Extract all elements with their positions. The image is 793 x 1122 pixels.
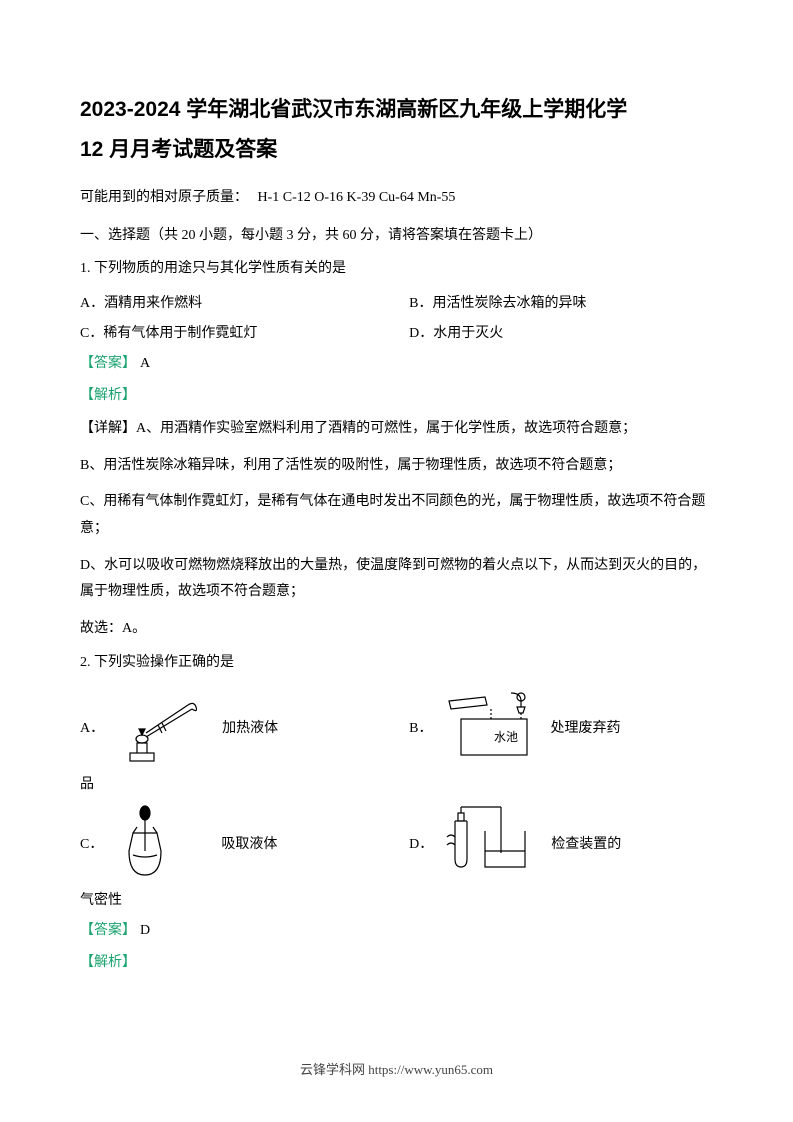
q1-analysis-label: 【解析】: [80, 384, 713, 404]
q2-analysis-label: 【解析】: [80, 951, 713, 971]
diagram-waste-disposal: 水池: [441, 687, 541, 767]
q2-a-text: 加热液体: [222, 717, 278, 737]
q2-stem: 2. 下列实验操作正确的是: [80, 652, 713, 674]
q1-options-row2: C．稀有气体用于制作霓虹灯 D．水用于灭火: [80, 322, 713, 342]
title-line2: 12 月月考试题及答案: [80, 138, 277, 161]
diagram-pipette-liquid: [111, 803, 211, 883]
q2-answer: 【答案】 D: [80, 919, 713, 939]
q1-detail-c: C、用稀有气体制作霓虹灯，是稀有气体在通电时发出不同颜色的光，属于物理性质，故选…: [80, 489, 713, 542]
answer-label: 【答案】: [80, 356, 136, 371]
q2-option-c: C． 吸取液体: [80, 803, 409, 883]
q1-detail-a: 【详解】A、用酒精作实验室燃料利用了酒精的可燃性，属于化学性质，故选项符合题意；: [80, 416, 713, 443]
q1-stem: 1. 下列物质的用途只与其化学性质有关的是: [80, 258, 713, 280]
atomic-mass-line: 可能用到的相对原子质量： H-1 C-12 O-16 K-39 Cu-64 Mn…: [80, 186, 713, 206]
q1-option-c: C．稀有气体用于制作霓虹灯: [80, 322, 409, 342]
q2-row-cd: C． 吸取液体 D．: [80, 803, 713, 883]
q1-answer: 【答案】 A: [80, 352, 713, 372]
q2-c-text: 吸取液体: [221, 833, 277, 853]
answer-label-2: 【答案】: [80, 923, 136, 938]
footer: 云锋学科网 https://www.yun65.com: [0, 1059, 793, 1078]
diagram-airtightness-check: [441, 803, 541, 883]
atomic-mass-values: H-1 C-12 O-16 K-39 Cu-64 Mn-55: [258, 190, 456, 205]
q2-b-text: 处理废弃药: [551, 717, 621, 737]
sink-label: 水池: [494, 730, 518, 744]
q2-b-continuation: 品: [80, 773, 713, 793]
q2-d-letter: D．: [409, 833, 433, 853]
q1-detail-d: D、水可以吸收可燃物燃烧释放出的大量热，使温度降到可燃物的着火点以下，从而达到灭…: [80, 553, 713, 606]
q1-conclusion: 故选：A。: [80, 616, 713, 643]
q1-option-a: A．酒精用来作燃料: [80, 292, 409, 312]
diagram-heating-liquid: [112, 687, 212, 767]
q2-option-b: B． 水池 处理废弃药: [409, 687, 713, 767]
q1-options-row1: A．酒精用来作燃料 B．用活性炭除去冰箱的异味: [80, 292, 713, 312]
q2-option-a: A． 加热液体: [80, 687, 409, 767]
q1-answer-value: A: [140, 356, 150, 371]
title-line1: 2023-2024 学年湖北省武汉市东湖高新区九年级上学期化学: [80, 98, 627, 121]
section-heading: 一、选择题（共 20 小题，每小题 3 分，共 60 分，请将答案填在答题卡上）: [80, 224, 713, 244]
q2-row-ab: A． 加热液体 B．: [80, 687, 713, 767]
q2-c-letter: C．: [80, 833, 103, 853]
document-title: 2023-2024 学年湖北省武汉市东湖高新区九年级上学期化学 12 月月考试题…: [80, 90, 713, 170]
q2-b-letter: B．: [409, 717, 432, 737]
q1-option-d: D．水用于灭火: [409, 322, 713, 342]
atomic-mass-label: 可能用到的相对原子质量：: [80, 190, 248, 205]
q2-a-letter: A．: [80, 717, 104, 737]
q2-d-continuation: 气密性: [80, 889, 713, 909]
q1-option-b: B．用活性炭除去冰箱的异味: [409, 292, 713, 312]
q2-answer-value: D: [140, 923, 150, 938]
q2-d-text: 检查装置的: [551, 833, 621, 853]
q1-detail-b: B、用活性炭除冰箱异味，利用了活性炭的吸附性，属于物理性质，故选项不符合题意；: [80, 453, 713, 480]
q2-option-d: D． 检查装置的: [409, 803, 713, 883]
